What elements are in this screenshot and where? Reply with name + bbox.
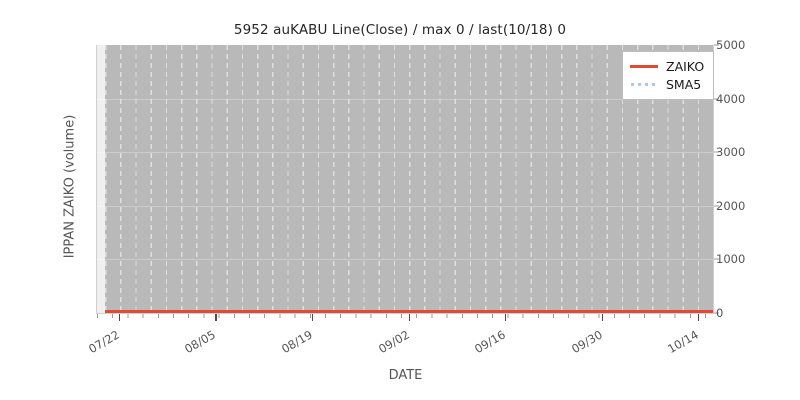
x-axis-tick-label: 10/14 [665,327,701,357]
y-axis-tick-mark [714,205,719,207]
vertical-gridlines [105,45,713,313]
y-axis-tick-mark [714,151,719,153]
y-axis-tick-label: 0 [716,306,724,320]
legend-swatch-solid-line-icon [630,61,658,71]
chart-legend: ZAIKO SMA5 [622,51,714,100]
plot-right-margin [713,45,714,313]
y-axis-title: IPPAN ZAIKO (volume) [62,114,78,259]
legend-item-zaiko: ZAIKO [630,57,706,75]
legend-swatch-dotted-line-icon [630,79,658,89]
x-axis-title: DATE [388,368,423,383]
legend-label-zaiko: ZAIKO [666,58,705,74]
legend-label-sma5: SMA5 [666,76,702,92]
x-axis-tick-label: 08/05 [182,327,219,357]
series-line-zaiko [105,310,713,313]
y-axis-tick-label: 1000 [716,252,746,267]
chart-title: 5952 auKABU Line(Close) / max 0 / last(1… [233,22,567,38]
y-axis-tick-label: 4000 [716,91,746,106]
x-axis-tick-label: 08/19 [278,327,315,357]
legend-item-sma5: SMA5 [630,75,706,93]
y-axis-tick-mark [714,44,719,46]
y-axis-tick-label: 5000 [716,38,746,52]
y-axis-tick-label: 2000 [716,198,746,213]
y-axis-tick-mark [714,258,719,260]
x-axis-tick-label: 09/16 [471,327,508,357]
plot-area [97,45,714,313]
x-axis-tick-label: 09/02 [375,327,412,357]
y-axis-tick-mark [714,98,719,100]
y-axis-tick-label: 3000 [716,145,746,160]
x-axis-tick-label: 07/22 [85,327,122,357]
plot-left-margin [97,45,105,313]
series-layer [105,45,713,313]
axis-spine-bottom [97,313,714,314]
axis-spine-left [96,45,97,314]
x-axis-minor-ticks [97,314,714,318]
x-axis-tick-label: 09/30 [568,327,605,357]
y-axis-tick-mark [714,312,719,314]
